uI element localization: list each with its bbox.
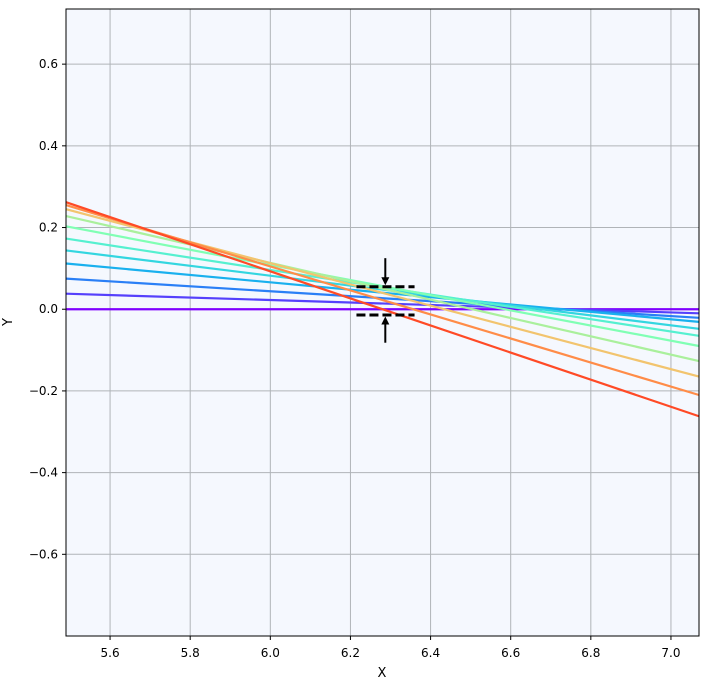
- x-tick-label: 6.8: [581, 646, 600, 660]
- plot-frame: [65, 8, 700, 637]
- x-axis-label: X: [378, 666, 387, 681]
- y-tick-label: −0.6: [29, 547, 58, 561]
- x-tick-label: 7.0: [661, 646, 680, 660]
- y-axis-label: Y: [1, 318, 16, 327]
- y-tick-label: 0.4: [39, 139, 58, 153]
- x-tick-label: 6.4: [421, 646, 440, 660]
- annotation-arrow-head: [381, 277, 390, 286]
- y-tick-label: 0.0: [39, 302, 58, 316]
- series-line: [65, 292, 700, 315]
- annotation-arrow-head: [381, 316, 390, 325]
- x-tick-label: 5.8: [181, 646, 200, 660]
- x-tick-label: 5.6: [101, 646, 120, 660]
- y-axis: −0.6 −0.4 −0.2 0.0 0.2 0.4 0.6: [29, 57, 66, 561]
- y-tick-label: −0.4: [29, 466, 58, 480]
- x-tick-label: 6.2: [341, 646, 360, 660]
- x-tick-label: 6.6: [501, 646, 520, 660]
- series-line: [65, 201, 700, 418]
- x-axis: 5.6 5.8 6.0 6.2 6.4 6.6 6.8 7.0: [101, 636, 681, 660]
- x-tick-label: 6.0: [261, 646, 280, 660]
- grid: [66, 9, 699, 636]
- series-line: [65, 215, 700, 363]
- annotation-group: [356, 258, 415, 343]
- y-tick-label: 0.6: [39, 57, 58, 71]
- y-tick-label: −0.2: [29, 384, 58, 398]
- y-tick-label: 0.2: [39, 221, 58, 235]
